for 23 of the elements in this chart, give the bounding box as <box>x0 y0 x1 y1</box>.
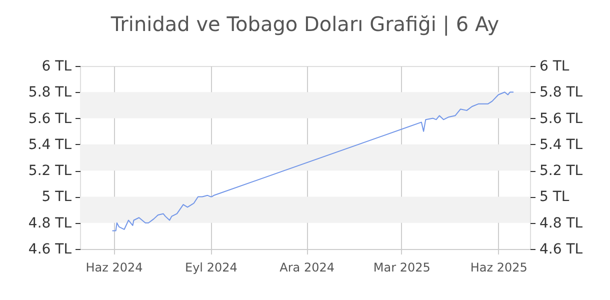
x-tick-label: Eyl 2024 <box>184 260 238 274</box>
y2-tick-label: 5.2 TL <box>540 163 583 180</box>
y-tick-label: 5.6 TL <box>28 110 72 127</box>
line-series <box>112 92 514 232</box>
y-tick-label: 5.8 TL <box>28 84 72 101</box>
y-tick-label: 5.4 TL <box>28 136 72 153</box>
y-tick-label: 4.8 TL <box>28 215 72 232</box>
y2-tick-label: 5.8 TL <box>540 84 583 101</box>
x-tick-label: Haz 2025 <box>470 260 528 274</box>
y-tick-label: 5.2 TL <box>28 163 72 180</box>
y2-tick-label: 4.8 TL <box>540 215 583 232</box>
y2-tick-label: 6 TL <box>540 58 570 74</box>
y-tick-label: 6 TL <box>42 58 72 74</box>
x-tick-label: Mar 2025 <box>373 260 430 274</box>
y-tick-label: 4.6 TL <box>28 242 72 258</box>
y2-tick-label: 5.6 TL <box>540 110 583 127</box>
y2-tick-label: 5.4 TL <box>540 136 583 153</box>
x-tick-label: Haz 2024 <box>86 260 143 274</box>
y2-tick-label: 5 TL <box>540 189 570 206</box>
y2-tick-label: 4.6 TL <box>540 242 583 258</box>
chart-title: Trinidad ve Tobago Doları Grafiği | 6 Ay <box>110 12 500 36</box>
y-tick-label: 5 TL <box>42 189 72 206</box>
x-tick-label: Ara 2024 <box>280 260 335 274</box>
